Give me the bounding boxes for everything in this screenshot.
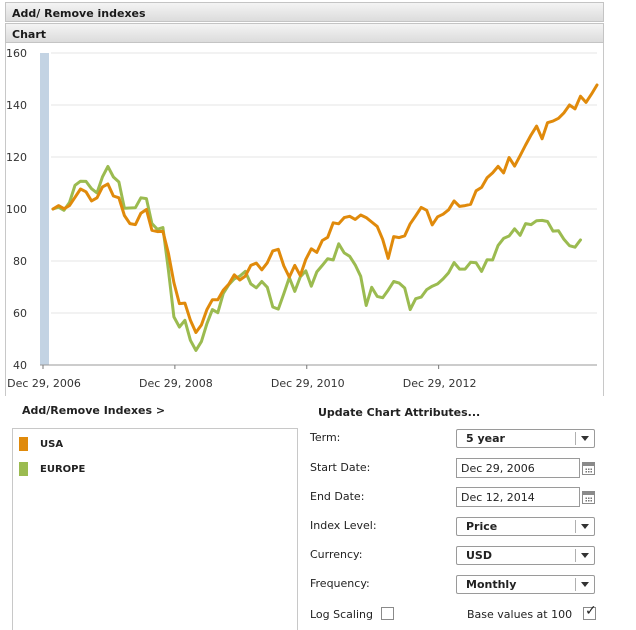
frequency-value: Monthly (466, 578, 517, 591)
y-tick-label: 60 (13, 307, 27, 320)
legend-item-europe[interactable]: EUROPE (19, 462, 85, 476)
currency-value: USD (466, 549, 492, 562)
x-tick-label: Dec 29, 2010 (271, 377, 345, 390)
chevron-down-icon[interactable] (581, 524, 589, 529)
y-tick-label: 120 (6, 151, 27, 164)
log-scaling-checkbox[interactable] (381, 607, 394, 620)
index-level-value: Price (466, 520, 498, 533)
chart-header[interactable]: Chart (5, 23, 604, 43)
end-date-label: End Date: (310, 490, 365, 503)
chart-panel: 40 60 80 100 120 140 160 Dec 29, 2006 Dec 29, 20… (5, 43, 604, 396)
calendar-icon[interactable] (582, 462, 595, 475)
y-tick-label: 160 (6, 47, 27, 60)
x-tick-label: Dec 29, 2006 (7, 377, 81, 390)
term-select[interactable]: 5 year (456, 429, 595, 448)
index-level-select[interactable]: Price (456, 517, 595, 536)
term-value: 5 year (466, 432, 505, 445)
add-remove-indexes-header-label: Add/ Remove indexes (12, 7, 146, 20)
calendar-icon[interactable] (582, 491, 595, 504)
currency-label: Currency: (310, 548, 363, 561)
x-tick-label: Dec 29, 2012 (403, 377, 477, 390)
chevron-down-icon[interactable] (581, 553, 589, 558)
y-axis-band (40, 53, 49, 365)
legend-label-europe: EUROPE (40, 463, 86, 475)
log-scaling-label: Log Scaling (310, 608, 373, 621)
chart-header-label: Chart (12, 28, 47, 41)
x-tick-label: Dec 29, 2008 (139, 377, 213, 390)
y-tick-label: 40 (13, 359, 27, 372)
end-date-input[interactable]: Dec 12, 2014 (456, 487, 580, 507)
base-values-label: Base values at 100 (467, 608, 573, 621)
frequency-select[interactable]: Monthly (456, 575, 595, 594)
end-date-value: Dec 12, 2014 (461, 491, 535, 504)
series-line-usa (51, 83, 599, 334)
currency-select[interactable]: USD (456, 546, 595, 565)
index-legend: USA EUROPE (12, 428, 298, 630)
start-date-input[interactable]: Dec 29, 2006 (456, 458, 580, 478)
series-line-europe (51, 164, 582, 352)
europe-color-swatch (19, 462, 28, 476)
chevron-down-icon[interactable] (581, 436, 589, 441)
legend-label-usa: USA (40, 438, 64, 450)
update-chart-attributes-title: Update Chart Attributes... (318, 406, 481, 419)
y-tick-label: 140 (6, 99, 27, 112)
add-remove-indexes-header[interactable]: Add/ Remove indexes (5, 2, 604, 22)
index-level-label: Index Level: (310, 519, 377, 532)
y-tick-label: 80 (13, 255, 27, 268)
term-label: Term: (310, 431, 341, 444)
start-date-label: Start Date: (310, 461, 371, 474)
y-tick-label: 100 (6, 203, 27, 216)
chevron-down-icon[interactable] (581, 582, 589, 587)
legend-item-usa[interactable]: USA (19, 437, 63, 451)
frequency-label: Frequency: (310, 577, 370, 590)
add-remove-indexes-link[interactable]: Add/Remove Indexes > (22, 404, 166, 417)
start-date-value: Dec 29, 2006 (461, 462, 535, 475)
usa-color-swatch (19, 437, 28, 451)
line-chart: 40 60 80 100 120 140 160 Dec 29, 2006 Dec 29, 20… (6, 47, 599, 390)
checkmark-icon: ✓ (585, 603, 597, 619)
base-values-checkbox[interactable]: ✓ (583, 603, 597, 620)
